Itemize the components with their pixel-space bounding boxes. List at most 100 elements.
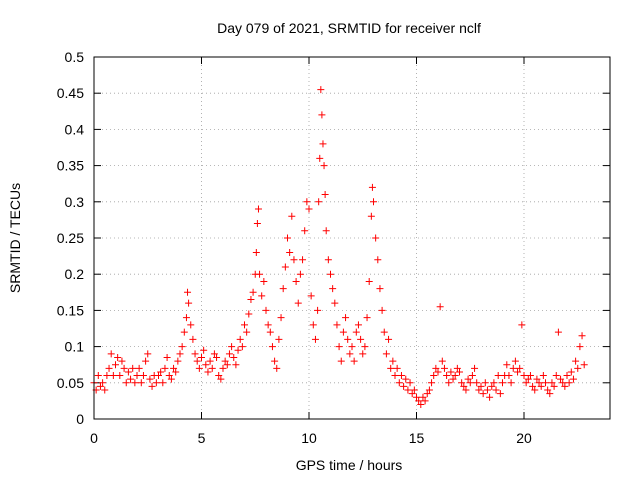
- data-point: [391, 372, 399, 380]
- data-point: [221, 357, 229, 365]
- data-point: [301, 227, 309, 235]
- data-point: [296, 270, 304, 278]
- data-point: [94, 372, 102, 380]
- y-tick-label: 0.35: [57, 158, 84, 174]
- data-point: [417, 401, 425, 409]
- data-point: [520, 372, 528, 380]
- data-point: [533, 375, 541, 383]
- data-point: [529, 382, 537, 390]
- data-point: [524, 375, 532, 383]
- data-point: [361, 343, 369, 351]
- data-point: [393, 364, 401, 372]
- data-point: [219, 364, 227, 372]
- data-point: [245, 310, 253, 318]
- y-tick-label: 0.45: [57, 85, 84, 101]
- data-point: [144, 350, 152, 358]
- x-tick-label: 0: [90, 430, 98, 446]
- data-point: [176, 350, 184, 358]
- data-point: [191, 350, 199, 358]
- data-point: [410, 386, 418, 394]
- data-point: [208, 364, 216, 372]
- y-tick-label: 0.25: [57, 230, 84, 246]
- data-point: [292, 277, 300, 285]
- data-point: [462, 386, 470, 394]
- data-point: [354, 321, 362, 329]
- data-point: [195, 364, 203, 372]
- data-point: [286, 248, 294, 256]
- data-point: [542, 379, 549, 387]
- data-point: [406, 379, 414, 387]
- data-point: [453, 364, 461, 372]
- data-point: [127, 375, 135, 383]
- data-point: [537, 382, 545, 390]
- y-axis-label: SRMTID / TECUs: [7, 183, 23, 293]
- data-point: [178, 343, 186, 351]
- data-point: [413, 393, 420, 401]
- data-point: [96, 382, 104, 390]
- data-point: [189, 335, 197, 343]
- data-point: [395, 379, 403, 387]
- data-point: [372, 234, 380, 242]
- data-point: [116, 372, 124, 380]
- data-point: [200, 346, 208, 354]
- data-point: [131, 379, 139, 387]
- data-point: [333, 321, 341, 329]
- data-point: [275, 335, 283, 343]
- data-point: [318, 111, 326, 119]
- data-point: [464, 375, 472, 383]
- data-point: [374, 256, 382, 264]
- data-point: [432, 364, 440, 372]
- data-point: [477, 382, 485, 390]
- data-point: [172, 368, 180, 376]
- data-point: [165, 372, 173, 380]
- data-point: [445, 379, 453, 387]
- data-point: [322, 227, 330, 235]
- data-point: [468, 372, 476, 380]
- data-point: [254, 205, 262, 213]
- data-point: [359, 350, 367, 358]
- data-point: [139, 372, 147, 380]
- data-point: [438, 357, 446, 365]
- data-point: [167, 375, 175, 383]
- data-point: [430, 372, 438, 380]
- data-point: [365, 277, 373, 285]
- data-point: [317, 86, 325, 94]
- y-tick-label: 0.4: [65, 121, 85, 137]
- y-tick-label: 0.3: [65, 194, 85, 210]
- data-point: [107, 350, 115, 358]
- data-point: [204, 368, 212, 376]
- data-point: [490, 379, 498, 387]
- data-point: [415, 397, 423, 405]
- data-point: [350, 357, 358, 365]
- data-point: [260, 277, 268, 285]
- data-point: [440, 364, 448, 372]
- data-point: [279, 285, 287, 293]
- data-point: [419, 393, 427, 401]
- data-point: [516, 364, 524, 372]
- data-point: [163, 353, 171, 361]
- data-point: [449, 375, 457, 383]
- data-point: [539, 372, 547, 380]
- data-point: [309, 321, 317, 329]
- x-tick-label: 15: [409, 430, 425, 446]
- data-point: [243, 328, 251, 336]
- data-point: [103, 372, 111, 380]
- data-point: [400, 382, 408, 390]
- data-point: [346, 350, 354, 358]
- data-point: [182, 314, 190, 322]
- data-point: [120, 364, 128, 372]
- data-point: [223, 361, 231, 369]
- data-point: [271, 357, 279, 365]
- axes: [93, 56, 610, 420]
- data-point: [380, 328, 388, 336]
- data-point: [266, 328, 274, 336]
- data-point: [206, 357, 214, 365]
- data-point: [580, 361, 588, 369]
- data-point: [215, 372, 223, 380]
- data-point: [531, 386, 539, 394]
- data-point: [247, 296, 255, 304]
- data-point: [193, 357, 201, 365]
- data-point: [357, 335, 365, 343]
- y-tick-label: 0.2: [65, 266, 85, 282]
